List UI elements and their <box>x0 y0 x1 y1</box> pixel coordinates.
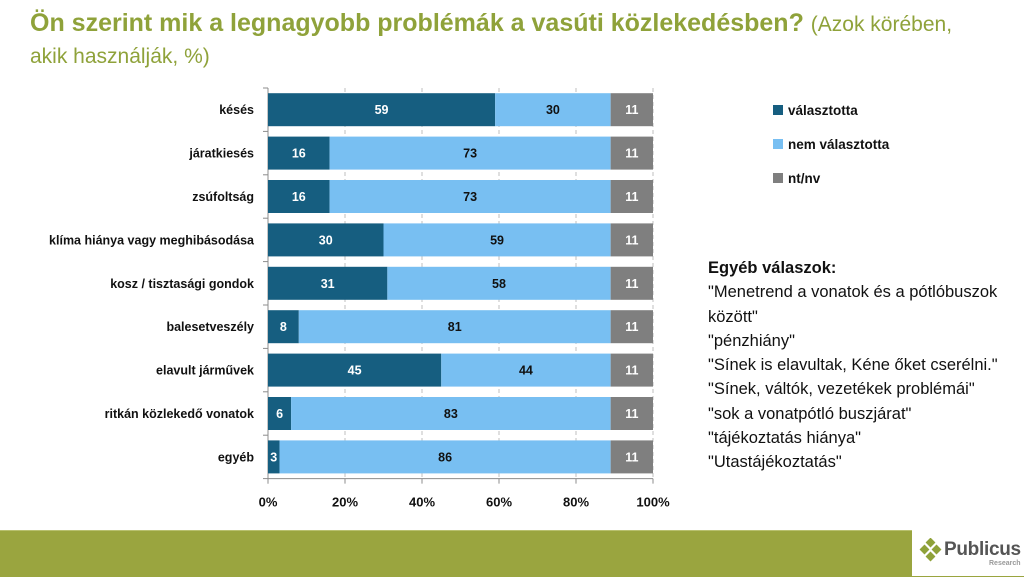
bar-segment <box>610 223 653 257</box>
bar-segment <box>329 180 611 213</box>
slide-title: Ön szerint mik a legnagyobb problémák a … <box>30 8 990 72</box>
other-answer-item: "sok a vonatpótló buszjárat" <box>708 404 912 423</box>
bar-segment <box>279 440 611 474</box>
bar-segment <box>268 180 330 213</box>
bar-segment <box>441 353 611 387</box>
data-label: 30 <box>546 103 560 117</box>
publicus-logo: Publicus Research <box>912 530 1024 576</box>
bar-segment <box>610 93 653 127</box>
data-label: 11 <box>625 364 638 378</box>
data-label: 81 <box>448 320 462 334</box>
other-answer-item: "Sínek, váltók, vezetékek problémái" <box>708 380 975 399</box>
category-label: balesetveszély <box>166 320 254 334</box>
data-label: 11 <box>625 103 638 117</box>
bar-segment <box>387 266 611 300</box>
legend-swatch-nem-valasztotta <box>773 139 783 149</box>
title-sub: (Azok körében, akik használják, %) <box>30 13 953 68</box>
data-label: 73 <box>463 147 477 161</box>
x-tick-label: 20% <box>332 495 358 510</box>
bar-segment <box>610 440 653 474</box>
category-label: elavult járművek <box>156 364 254 378</box>
legend-item-nem-valasztotta: nem választotta <box>773 134 889 154</box>
other-answer-item: "pénzhiány" <box>708 331 795 350</box>
bar-segment <box>383 223 611 257</box>
bar-segment <box>610 266 653 300</box>
bar-segment <box>268 440 280 474</box>
bar-segment <box>298 310 611 344</box>
legend-item-valasztotta: választotta <box>773 100 889 120</box>
title-main: Ön szerint mik a legnagyobb problémák a … <box>30 9 804 37</box>
data-label: 31 <box>321 277 335 291</box>
bar-segment <box>268 353 442 387</box>
data-label: 11 <box>625 233 638 247</box>
other-answer-item: "Sínek is elavultak, Kéne őket cserélni.… <box>708 356 998 375</box>
bar-segment <box>610 397 653 430</box>
chart-legend: választotta nem választotta nt/nv <box>773 100 889 202</box>
data-label: 83 <box>444 407 458 421</box>
other-answer-item: "Utastájékoztatás" <box>708 453 842 472</box>
bar-segment <box>268 397 292 430</box>
data-label: 11 <box>625 147 638 161</box>
logo-diamond-icon <box>919 538 942 562</box>
bar-segment <box>268 223 384 257</box>
category-label: késés <box>219 103 254 117</box>
x-tick-label: 100% <box>636 495 670 510</box>
x-tick-label: 0% <box>259 495 278 510</box>
x-tick-label: 60% <box>486 495 512 510</box>
category-label: klíma hiánya vagy meghibásodása <box>49 233 255 247</box>
legend-swatch-valasztotta <box>773 105 783 115</box>
data-label: 16 <box>292 147 306 161</box>
data-label: 6 <box>276 407 283 421</box>
footer-bar <box>0 530 1024 577</box>
x-tick-label: 80% <box>563 495 589 510</box>
data-label: 11 <box>625 190 638 204</box>
data-label: 8 <box>280 320 287 334</box>
category-label: kosz / tisztasági gondok <box>110 277 254 291</box>
bar-segment <box>291 397 611 430</box>
legend-label: választotta <box>788 102 858 118</box>
bar-segment <box>268 310 299 344</box>
other-answers-box: Egyéb válaszok: "Menetrend a vonatok és … <box>708 256 1018 475</box>
legend-swatch-nt-nv <box>773 173 783 183</box>
legend-label: nem választotta <box>788 136 890 152</box>
data-label: 16 <box>292 190 306 204</box>
other-answer-item: "tájékoztatás hiánya" <box>708 429 861 448</box>
legend-item-nt-nv: nt/nv <box>773 168 889 188</box>
data-label: 44 <box>519 364 533 378</box>
category-label: ritkán közlekedő vonatok <box>105 407 254 421</box>
data-label: 59 <box>375 103 389 117</box>
logo-subtext: Research <box>989 560 1021 567</box>
bar-segment <box>495 93 611 127</box>
bar-segment <box>610 136 653 170</box>
legend-label: nt/nv <box>788 170 821 186</box>
bar-segment <box>610 310 653 344</box>
category-label: járatkiesés <box>188 147 254 161</box>
data-label: 73 <box>463 190 477 204</box>
other-answer-item: "Menetrend a vonatok és a pótlóbuszok kö… <box>708 283 998 326</box>
category-label: zsúfoltság <box>192 190 254 204</box>
data-label: 58 <box>492 277 506 291</box>
category-label: egyéb <box>218 450 254 464</box>
bar-segment <box>268 266 388 300</box>
data-label: 11 <box>625 407 638 421</box>
data-label: 3 <box>270 450 277 464</box>
bar-segment <box>610 180 653 213</box>
bar-segment <box>268 93 496 127</box>
data-label: 11 <box>625 320 638 334</box>
other-answers-title: Egyéb válaszok: <box>708 259 837 277</box>
data-label: 30 <box>319 233 333 247</box>
x-tick-label: 40% <box>409 495 435 510</box>
logo-text: Publicus <box>944 539 1021 560</box>
data-label: 86 <box>438 450 452 464</box>
data-label: 59 <box>490 233 504 247</box>
data-label: 11 <box>625 277 638 291</box>
data-label: 11 <box>625 450 638 464</box>
bar-segment <box>329 136 611 170</box>
data-label: 45 <box>348 364 362 378</box>
bar-segment <box>610 353 653 387</box>
bar-segment <box>268 136 330 170</box>
